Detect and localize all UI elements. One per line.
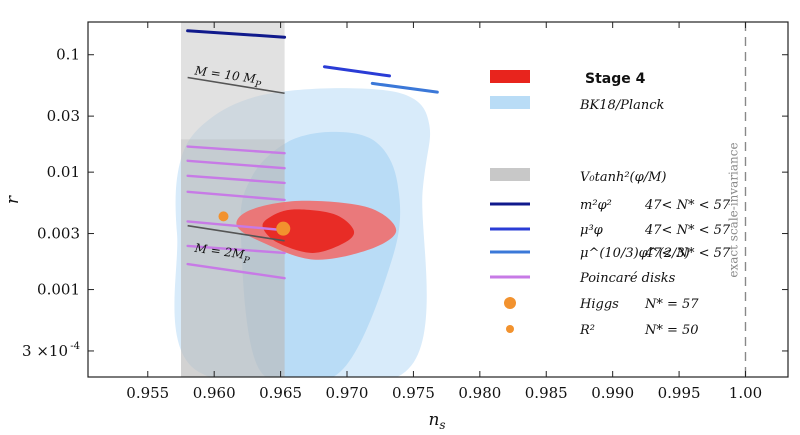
series-m2phi2-0	[186, 29, 287, 39]
x-tick-label-9: 1.00	[729, 384, 762, 402]
y-tick-exponent: -4	[70, 341, 80, 352]
x-tick-label-3: 0.970	[326, 384, 369, 402]
x-tick-label-5: 0.980	[458, 384, 501, 402]
m-line-1	[187, 224, 285, 242]
y-tick-label-4: 0.03	[47, 107, 80, 125]
stage4-inner-contour	[262, 209, 355, 253]
y-tick-label-5: 0.1	[56, 46, 80, 64]
x-tick-label-1: 0.960	[193, 384, 236, 402]
series-poincare-3	[186, 190, 286, 202]
legend-swatch-r2	[506, 325, 514, 333]
legend-swatch-higgs	[504, 297, 516, 309]
legend-label-m2: m²φ²	[580, 198, 612, 213]
series-mu3phi-0	[322, 65, 392, 78]
y-tick-label-0: 3 ×10	[22, 342, 68, 360]
y-tick-label-1: 0.001	[37, 281, 80, 299]
y-axis: 3 ×10 -4 0.001 0.003 0.01 0.03 0.1	[22, 46, 788, 360]
series-mu103phi23-0	[370, 81, 439, 94]
m-line-0	[187, 76, 285, 95]
legend-cond-mu103: 47< N* < 57	[644, 246, 731, 261]
legend-cond-mu3: 47< N* < 57	[644, 223, 731, 238]
legend-swatch-bk18	[490, 96, 530, 109]
x-tick-label-7: 0.990	[591, 384, 634, 402]
plot-frame	[87, 21, 789, 378]
legend-label-bk18: BK18/Planck	[579, 98, 664, 113]
tanh-band	[181, 22, 285, 377]
legend-label-mu3: μ³φ	[580, 223, 604, 238]
legend-label-tanh: V₀tanh²(φ/M)	[580, 170, 666, 185]
model-lines	[186, 29, 439, 280]
series-poincare-1	[186, 159, 286, 170]
legend-label-stage4: Stage 4	[585, 71, 646, 87]
legend-label-higgs: Higgs	[579, 297, 619, 312]
scale-invariance-label: exact scale-invariance	[726, 142, 740, 277]
y-tick-label-3: 0.01	[47, 163, 80, 181]
legend-label-mu103: μ^(10/3)φ^(2/3)	[580, 246, 690, 261]
series-poincare-0	[186, 145, 286, 155]
legend-swatch-tanh	[490, 168, 530, 181]
x-tick-label-6: 0.985	[525, 384, 568, 402]
y-tick-label-2: 0.003	[37, 225, 80, 243]
x-tick-label-4: 0.975	[392, 384, 435, 402]
legend-label-poinc: Poincaré disks	[579, 271, 676, 286]
legend-cond-higgs: N* = 57	[644, 297, 699, 312]
x-tick-label-8: 0.995	[658, 384, 701, 402]
x-axis-label: ns	[428, 410, 445, 432]
series-poincare-5	[186, 244, 286, 255]
legend-cond-m2: 47< N* < 57	[644, 198, 731, 213]
x-tick-label-0: 0.955	[126, 384, 169, 402]
series-poincare-4	[186, 220, 286, 232]
series-poincare-2	[186, 174, 286, 185]
legend: Stage 4 BK18/Planck V₀tanh²(φ/M) m²φ² 47< N*…	[490, 70, 731, 338]
point-higgs	[276, 221, 291, 236]
x-tick-label-2: 0.965	[259, 384, 302, 402]
y-axis-label: r	[3, 195, 23, 204]
point-r2	[218, 211, 229, 222]
plot-area	[174, 22, 431, 377]
legend-label-r2: R²	[579, 323, 595, 338]
series-poincare-6	[186, 262, 286, 280]
legend-cond-r2: N* = 50	[644, 323, 699, 338]
x-axis: 0.955 0.960 0.965 0.970 0.975 0.980 0.985 0.990…	[126, 22, 762, 402]
legend-swatch-stage4	[490, 70, 530, 83]
